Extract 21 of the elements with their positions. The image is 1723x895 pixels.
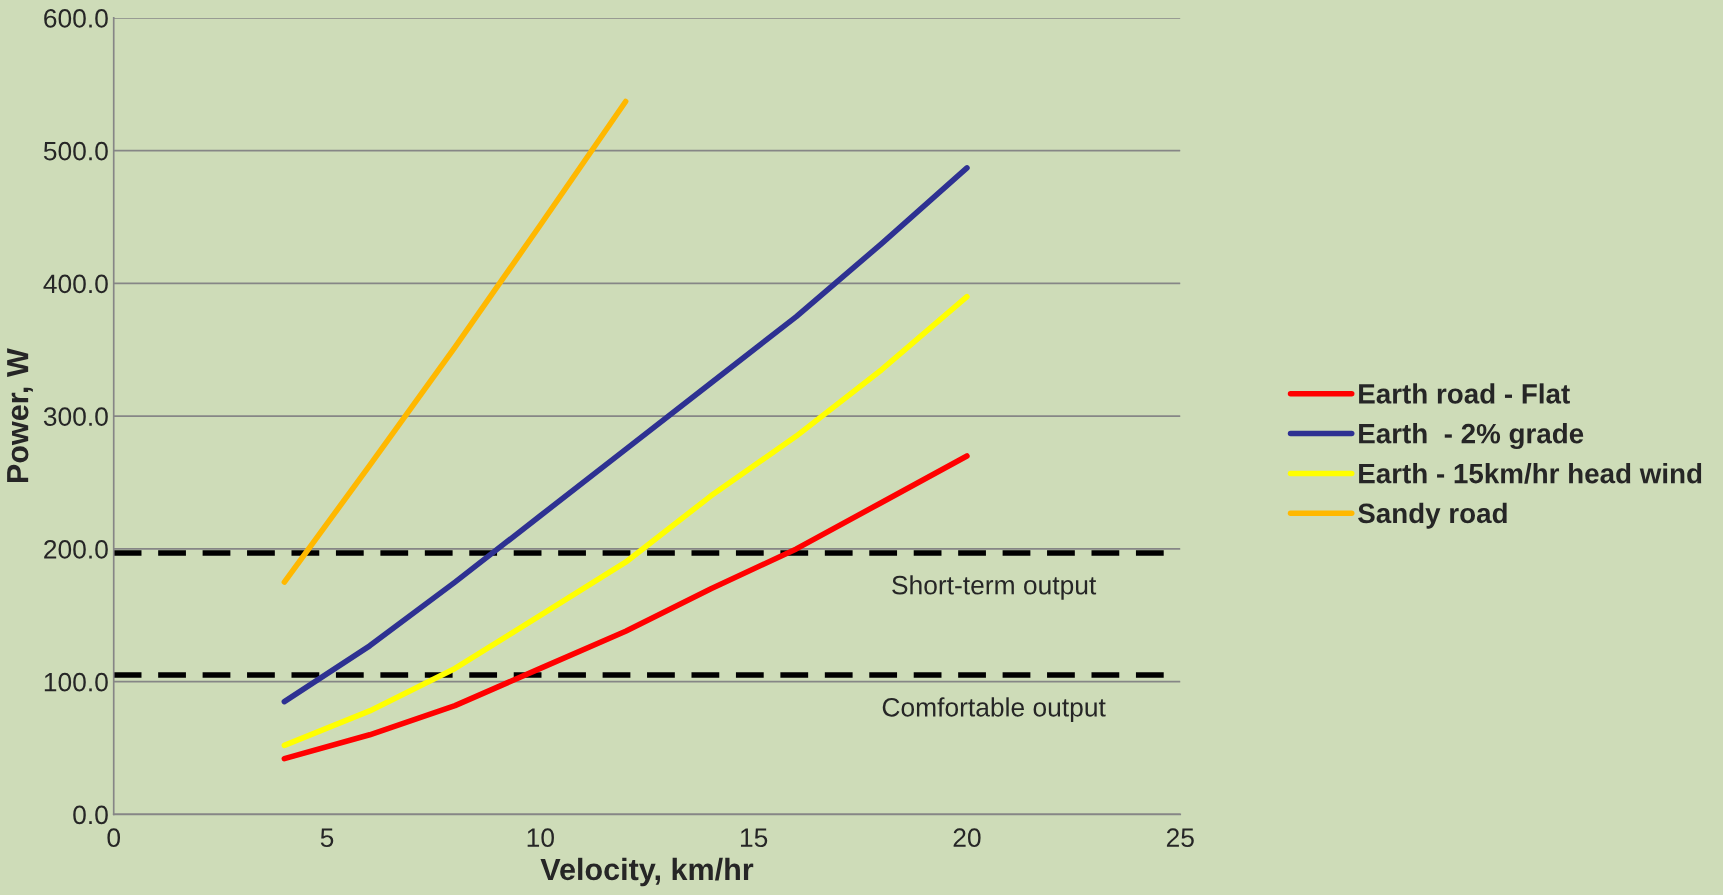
legend-label: Earth - 2% grade	[1359, 423, 1584, 450]
y-tick-label: 600.0	[44, 9, 108, 28]
x-tick-label: 10	[527, 828, 554, 848]
y-tick-label: 500.0	[43, 141, 108, 161]
x-tick-label: 20	[953, 828, 981, 848]
legend-label: Sandy road	[1358, 502, 1507, 529]
ref-line-label: Comfortable output	[882, 697, 1106, 722]
x-axis-title: Velocity, km/hr	[540, 857, 754, 887]
ref-line-label: Short-term output	[892, 575, 1097, 600]
y-tick-label: 400.0	[43, 274, 108, 294]
y-axis-title: Power, W	[7, 348, 33, 483]
x-tick-label: 0	[107, 828, 121, 848]
x-tick-label: 5	[320, 828, 334, 848]
y-tick-label: 300.0	[43, 407, 108, 426]
legend-label: Earth - 15km/hr head wind	[1359, 463, 1702, 484]
legend-label: Earth road - Flat	[1359, 383, 1570, 404]
y-tick-label: 0.0	[73, 805, 108, 825]
x-tick-label: 25	[1166, 828, 1194, 848]
y-tick-label: 200.0	[44, 540, 108, 559]
x-tick-label: 15	[740, 828, 768, 848]
y-tick-label: 100.0	[44, 672, 108, 692]
